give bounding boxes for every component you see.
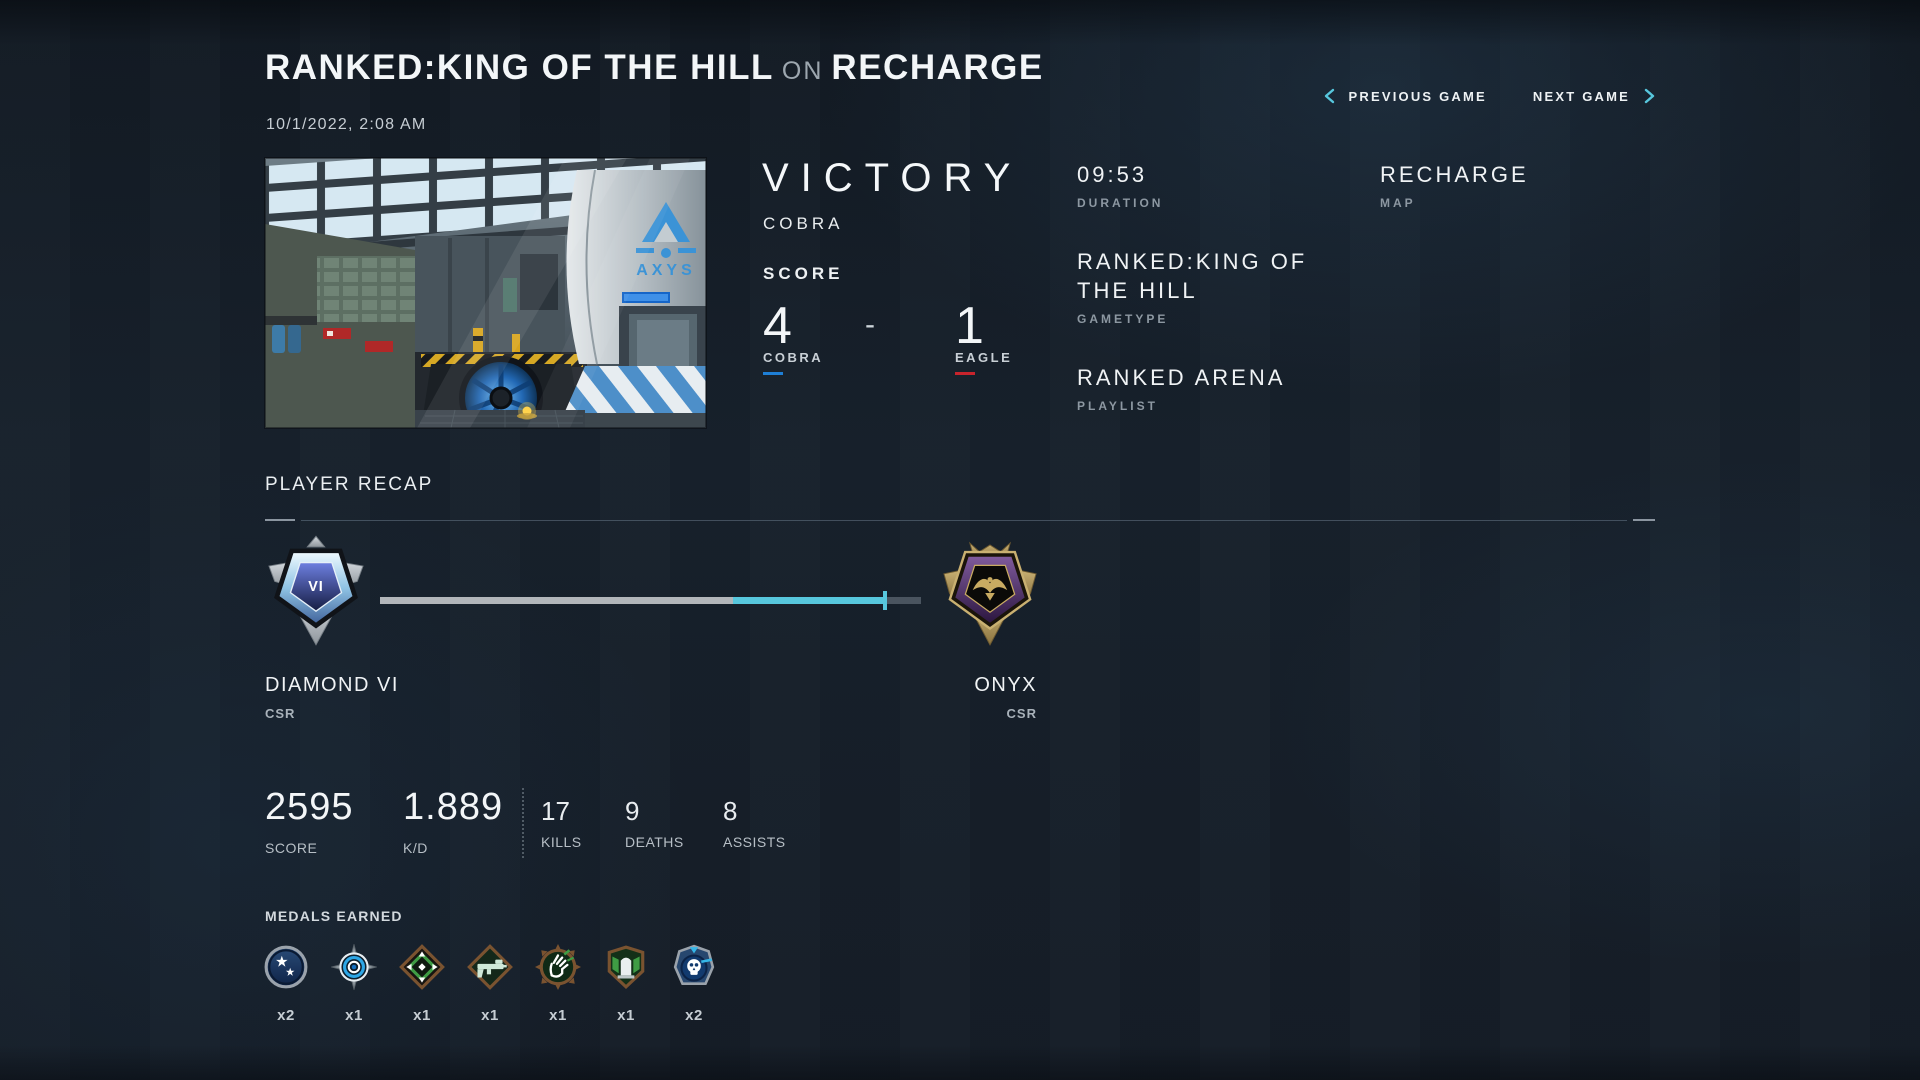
stat-kills-value: 17 (541, 796, 570, 826)
csr-end-rank: ONYX (974, 674, 1037, 696)
medal-count: x1 (617, 1007, 635, 1024)
chevron-right-icon (1644, 88, 1655, 104)
medal-row: x2 x1 (263, 944, 717, 1024)
divider-dash-right (1633, 519, 1655, 521)
map-label: MAP (1380, 196, 1416, 210)
onyx-rank-badge-icon (943, 541, 1037, 646)
page-title-connector: ON (781, 57, 824, 85)
medals-heading: MEDALS EARNED (265, 908, 403, 924)
previous-game-label: PREVIOUS GAME (1348, 88, 1487, 104)
medal-item: x2 (671, 944, 717, 1024)
rifle-medal-icon (467, 944, 513, 990)
divider-dash-left (265, 519, 295, 521)
team-a-score: 4 (763, 297, 792, 355)
medal-item: x1 (399, 944, 445, 1024)
csr-progress-remainder (887, 597, 921, 604)
csr-start-rank: DIAMOND VI (265, 674, 399, 696)
csr-start-label: CSR (265, 706, 296, 721)
map-info-column: RECHARGE MAP (1380, 160, 1529, 247)
double-kill-medal-icon (264, 945, 308, 989)
team-a-color-bar (763, 372, 783, 375)
map-entry: RECHARGE MAP (1380, 160, 1529, 210)
medal-count: x2 (277, 1007, 295, 1024)
team-b-name: EAGLE (955, 350, 1013, 365)
chevron-left-icon (1324, 88, 1334, 104)
medal-item: x1 (467, 944, 513, 1024)
game-navigation: PREVIOUS GAME NEXT GAME (1324, 88, 1656, 104)
stat-kd-label: K/D (403, 840, 428, 856)
stat-score-value: 2595 (265, 786, 354, 828)
medal-item: x1 (535, 944, 581, 1024)
gametype-entry: RANKED:KING OF THE HILL GAMETYPE (1077, 247, 1327, 326)
stat-deaths-label: DEATHS (625, 834, 684, 850)
team-b-color-bar (955, 372, 975, 375)
csr-progress-track (380, 597, 733, 604)
page-title-map: RECHARGE (831, 48, 1044, 87)
playlist-label: PLAYLIST (1077, 399, 1158, 413)
divider-line (301, 520, 1627, 521)
medal-item: x1 (331, 944, 377, 1024)
playlist-entry: RANKED ARENA PLAYLIST (1077, 363, 1327, 413)
winning-team: COBRA (763, 214, 844, 233)
player-recap-heading: PLAYER RECAP (265, 474, 434, 495)
gametype-value: RANKED:KING OF THE HILL (1077, 249, 1308, 303)
medal-count: x1 (345, 1007, 363, 1024)
page-title: RANKED:KING OF THE HILL ON RECHARGE (265, 48, 1044, 88)
match-info-column: 09:53 DURATION RANKED:KING OF THE HILL G… (1077, 160, 1327, 450)
perfection-medal-icon (331, 944, 377, 990)
stat-kills-label: KILLS (541, 834, 582, 850)
duration-value: 09:53 (1077, 162, 1148, 187)
next-game-label: NEXT GAME (1532, 88, 1630, 104)
medal-count: x2 (685, 1007, 703, 1024)
stats-divider (522, 788, 524, 858)
melee-medal-icon (535, 944, 581, 990)
medal-count: x1 (549, 1007, 567, 1024)
medal-item: x1 (603, 944, 649, 1024)
medal-count: x1 (481, 1007, 499, 1024)
unsc-eagle-emblem (972, 577, 1008, 601)
gametype-label: GAMETYPE (1077, 312, 1169, 326)
playlist-value: RANKED ARENA (1077, 365, 1286, 390)
stat-assists-label: ASSISTS (723, 834, 786, 850)
gravestone-medal-icon (607, 945, 645, 990)
diamond-rank-badge-icon: VI (268, 535, 364, 646)
page-title-gametype: RANKED:KING OF THE HILL (265, 48, 774, 87)
stat-deaths-value: 9 (625, 796, 640, 826)
team-b-score: 1 (955, 297, 984, 355)
map-value: RECHARGE (1380, 162, 1529, 187)
diamond-tier-numeral: VI (308, 579, 324, 595)
recharge-map-image: AXYS (265, 158, 706, 428)
duration-entry: 09:53 DURATION (1077, 160, 1327, 210)
zone-capture-medal-icon (399, 944, 445, 990)
duration-label: DURATION (1077, 196, 1164, 210)
previous-game-button[interactable]: PREVIOUS GAME (1324, 88, 1487, 104)
stat-kd-value: 1.889 (403, 786, 504, 828)
stat-assists-value: 8 (723, 796, 738, 826)
stat-score-label: SCORE (265, 840, 318, 856)
match-date: 10/1/2022, 2:08 AM (266, 116, 427, 133)
team-a-name: COBRA (763, 350, 824, 365)
medal-item: x2 (263, 944, 309, 1024)
csr-progress-gain (733, 597, 883, 604)
csr-progress-marker (883, 591, 887, 610)
map-thumbnail: AXYS (265, 158, 706, 428)
svg-text:AXYS: AXYS (636, 262, 696, 279)
match-result: VICTORY (762, 156, 1023, 200)
medal-count: x1 (413, 1007, 431, 1024)
skull-shield-medal-icon (673, 944, 715, 986)
score-separator: - (865, 308, 875, 341)
score-heading: SCORE (763, 264, 844, 283)
next-game-button[interactable]: NEXT GAME (1533, 88, 1655, 104)
csr-end-label: CSR (1006, 706, 1037, 721)
